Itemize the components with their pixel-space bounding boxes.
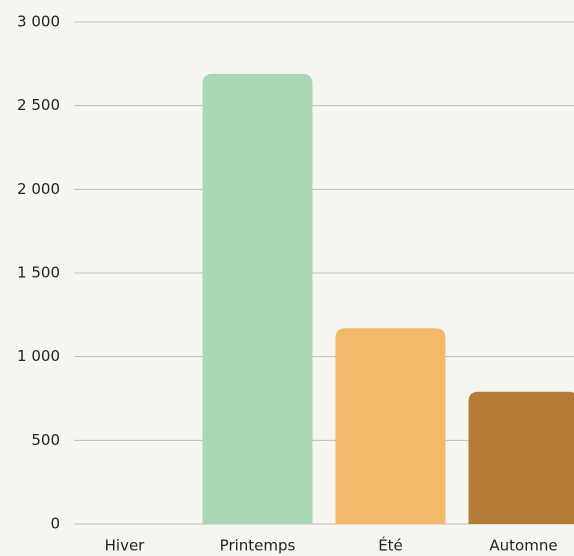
bar (202, 73, 313, 524)
y-tick-label: 1 000 (17, 347, 60, 365)
y-tick-label: 3 000 (17, 13, 60, 31)
y-tick-label: 2 000 (17, 180, 60, 198)
x-tick-label: Printemps (220, 537, 296, 555)
x-tick-label: Été (378, 536, 403, 555)
bar (335, 328, 446, 524)
x-tick-label: Automne (489, 537, 557, 555)
y-tick-label: 2 500 (17, 96, 60, 114)
y-tick-label: 0 (50, 515, 60, 533)
bar (468, 391, 574, 524)
y-tick-label: 500 (31, 431, 60, 449)
y-tick-label: 1 500 (17, 264, 60, 282)
x-tick-label: Hiver (105, 537, 146, 555)
